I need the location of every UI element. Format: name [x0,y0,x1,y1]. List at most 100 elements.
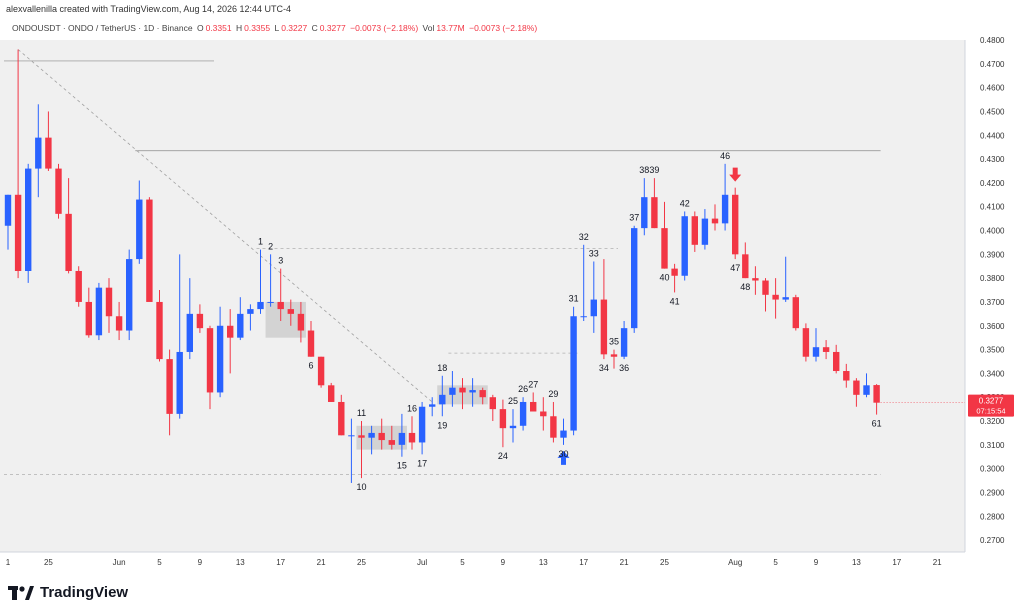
candle [509,409,517,443]
time-tick-label: 9 [501,558,506,567]
candle [873,384,880,415]
low-value: 0.3227 [281,23,308,33]
symbol-name[interactable]: ONDOUSDT · ONDO / TetherUS · 1D · Binanc… [12,23,193,33]
candle [560,418,567,445]
candle-body [287,309,294,314]
candle-body [550,416,557,438]
candle [762,278,769,312]
tradingview-logo[interactable]: TradingView [8,584,128,601]
candle-body [540,411,547,417]
close-value: 0.3277 [319,23,346,33]
candle-body [509,425,517,429]
low-label: L [274,23,280,33]
time-tick-label: 5 [157,558,162,567]
candle-body [762,280,769,295]
price-tick-label: 0.3000 [980,465,1005,474]
candle-body [651,197,658,229]
candle [75,266,82,307]
candle-body [560,430,567,438]
price-tick-label: 0.2800 [980,512,1005,521]
candle-body [14,194,22,271]
time-tick-label: 17 [892,558,901,567]
time-axis[interactable]: 1 25 Jun 5 9 13 17 21 25 Jul 5 9 13 17 21 25 Aug 5 9 13 17 21 [0,551,965,567]
wave-label: 38 [639,165,649,175]
candle [812,328,820,362]
wave-label: 47 [730,263,740,273]
candles [4,49,880,483]
price-axis[interactable]: 0.27000.28000.29000.30000.31000.32000.33… [964,36,1005,552]
candle-body [45,137,52,169]
candle-body [812,347,820,357]
candle [429,397,436,417]
candle [307,321,315,357]
candle [570,306,577,436]
wave-label: 24 [498,451,508,461]
candle [317,356,325,388]
candle-body [711,218,719,224]
price-tick-label: 0.3100 [980,441,1005,450]
wave-label: 10 [356,482,366,492]
wave-label: 61 [872,419,882,429]
candle [833,344,840,374]
candle-body [620,328,628,357]
candle [378,418,385,450]
candle [146,197,153,302]
wave-label: 15 [397,461,407,471]
candle-body [742,254,749,279]
wave-label: 35 [609,337,619,347]
wave-label: 36 [619,363,629,373]
candle-body [247,309,254,314]
candle [358,421,365,479]
time-tick-label: 25 [660,558,669,567]
trend-line [17,49,433,403]
candle-body [580,316,587,318]
symbol-legend[interactable]: ONDOUSDT · ONDO / TetherUS · 1D · Binanc… [12,23,539,33]
candle-body [35,137,42,169]
time-tick-label: Jun [113,558,126,567]
candle [65,178,72,274]
wave-label: 6 [308,361,313,371]
candle [35,104,42,198]
last-price-value: 0.3277 [979,397,1004,406]
candle [136,180,143,264]
wave-label: 42 [680,198,690,208]
time-tick-label: 9 [198,558,203,567]
open-label: O [196,23,204,33]
tradingview-brand: TradingView [40,584,129,601]
price-tick-label: 0.4300 [980,155,1005,164]
candle [277,268,284,322]
candle-body [530,401,537,412]
candle [186,278,193,360]
candle [701,209,709,250]
wave-label: 26 [518,384,528,394]
candle-body [429,404,436,407]
candle [732,187,739,260]
wave-label: 32 [579,232,589,242]
candle-body [418,406,426,443]
candle-body [25,168,32,271]
time-tick-label: 17 [579,558,588,567]
change-value: −0.0073 (−2.18%) [350,23,419,33]
candle-body [721,194,729,224]
price-tick-label: 0.3500 [980,346,1005,355]
candle-body [802,328,810,357]
wave-label: 34 [599,363,609,373]
tradingview-logo-icon [8,585,34,600]
time-tick-label: 25 [357,558,366,567]
candle-body [368,432,375,438]
price-tick-label: 0.3400 [980,369,1005,378]
candle-body [772,294,779,300]
candle [772,278,779,319]
candle [348,418,355,483]
candle-body [196,313,204,329]
candle-body [115,316,123,331]
volume-value: 13.77M [436,23,465,33]
candle [610,349,618,369]
candle-body [317,356,325,386]
time-tick-label: 21 [933,558,942,567]
candle [257,249,264,314]
time-tick-label: 13 [539,558,548,567]
candle [85,287,92,338]
candle [166,349,173,436]
